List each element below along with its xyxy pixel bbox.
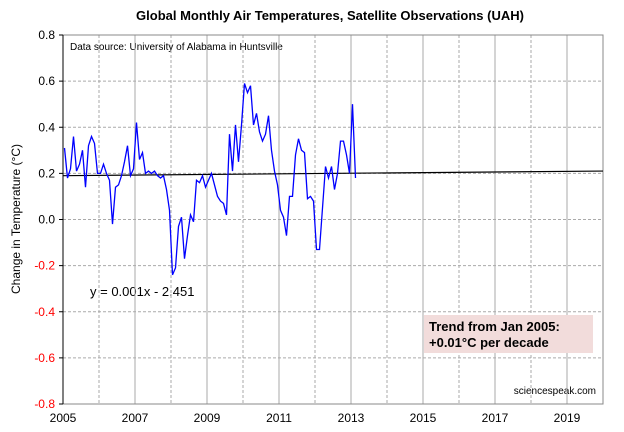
y-tick-label: 0.8 (38, 28, 55, 42)
trend-box: Trend from Jan 2005: +0.01°C per decade (424, 315, 593, 353)
x-tick-label: 2005 (50, 411, 77, 425)
trend-equation: y = 0.001x - 2.451 (90, 284, 194, 299)
trend-box-line1: Trend from Jan 2005: (429, 319, 560, 334)
x-tick-label: 2017 (482, 411, 509, 425)
temperature-series-line (63, 83, 357, 276)
source-note: Data source: University of Alabama in Hu… (70, 42, 283, 53)
y-tick-label: 0.4 (38, 120, 55, 134)
x-tick-label: 2013 (338, 411, 365, 425)
y-tick-label: 0.6 (38, 74, 55, 88)
y-tick-label: -0.6 (34, 351, 55, 365)
y-tick-label: 0.0 (38, 213, 55, 227)
y-tick-label: -0.8 (34, 397, 55, 411)
y-tick-label: -0.2 (34, 259, 55, 273)
y-tick-label: -0.4 (34, 305, 55, 319)
y-axis-label: Change in Temperature (°C) (9, 144, 23, 294)
credit: sciencespeak.com (514, 386, 596, 397)
x-tick-label: 2019 (554, 411, 581, 425)
trend-box-line2: +0.01°C per decade (429, 335, 549, 350)
x-tick-label: 2009 (194, 411, 221, 425)
y-tick-label: 0.2 (38, 166, 55, 180)
x-tick-label: 2015 (410, 411, 437, 425)
x-tick-label: 2011 (266, 411, 292, 425)
x-tick-label: 2007 (122, 411, 149, 425)
chart-title: Global Monthly Air Temperatures, Satelli… (136, 8, 524, 23)
